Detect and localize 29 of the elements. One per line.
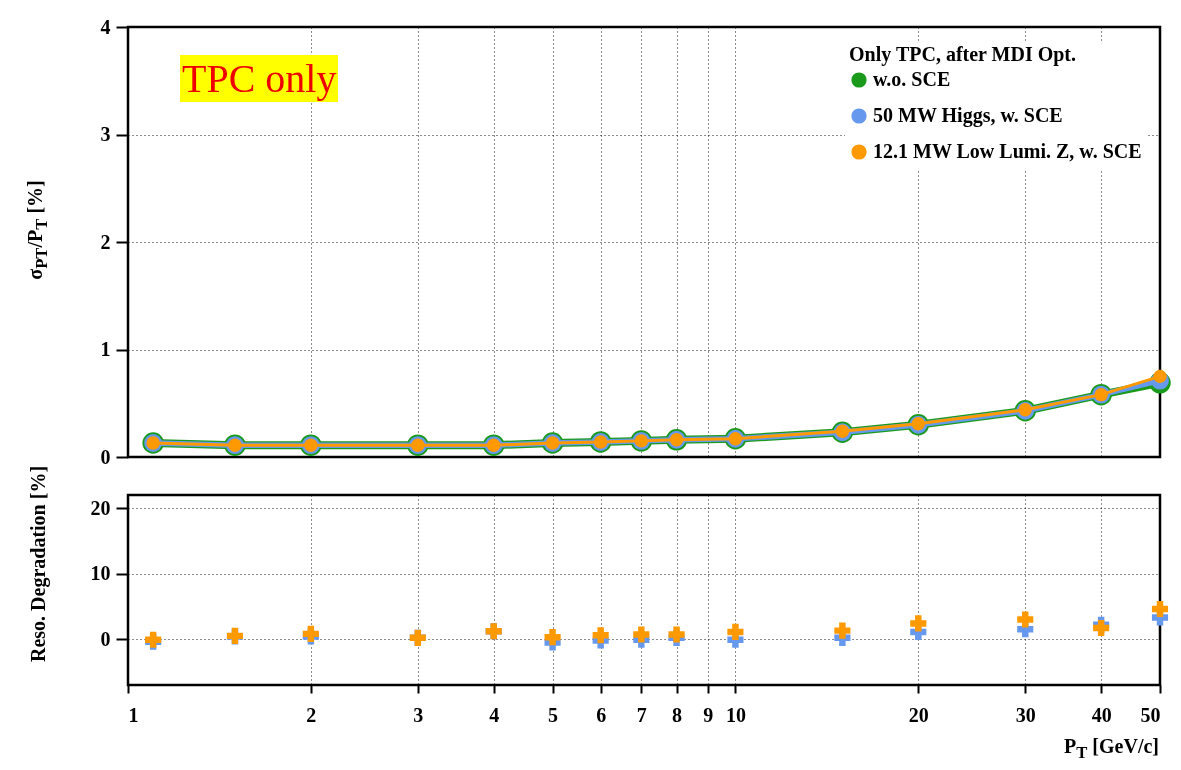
y-tick-label: 4 xyxy=(100,15,111,38)
x-tick-label: 50 xyxy=(1140,703,1161,726)
y-tick-label: 10 xyxy=(90,562,111,585)
y-axis-title: Reso. Degradation [%] xyxy=(26,465,50,663)
y-tick-label: 0 xyxy=(100,445,111,468)
x-tick-label: 40 xyxy=(1091,703,1112,726)
y-tick-label: 2 xyxy=(100,230,111,253)
annotation: TPC only xyxy=(180,55,339,102)
x-tick-label: 2 xyxy=(306,703,317,726)
legend-title: Only TPC, after MDI Opt. xyxy=(849,43,1077,66)
x-tick-label: 5 xyxy=(548,703,559,726)
x-tick-label: 7 xyxy=(636,703,647,726)
x-tick-label: 1 xyxy=(128,703,139,726)
legend-label: w.o. SCE xyxy=(873,68,951,90)
x-tick-label: 30 xyxy=(1015,703,1036,726)
x-tick-label: 3 xyxy=(413,703,424,726)
x-tick-label: 8 xyxy=(672,703,683,726)
x-tick-label: 10 xyxy=(725,703,746,726)
y-tick-label: 0 xyxy=(100,627,111,650)
x-axis-title: P$_{T}$ [GeV/c] xyxy=(1064,735,1159,763)
y-tick-label: 1 xyxy=(100,338,111,360)
y-tick-label: 20 xyxy=(90,496,111,519)
legend-label: 12.1 MW Low Lumi. Z, w. SCE xyxy=(873,140,1142,162)
x-tick-label: 20 xyxy=(908,703,929,726)
x-tick-label: 4 xyxy=(489,703,500,726)
legend-label: 50 MW Higgs, w. SCE xyxy=(873,104,1063,127)
y-tick-label: 3 xyxy=(100,123,111,145)
x-tick-label: 6 xyxy=(596,703,607,726)
x-tick-label: 9 xyxy=(703,703,714,726)
